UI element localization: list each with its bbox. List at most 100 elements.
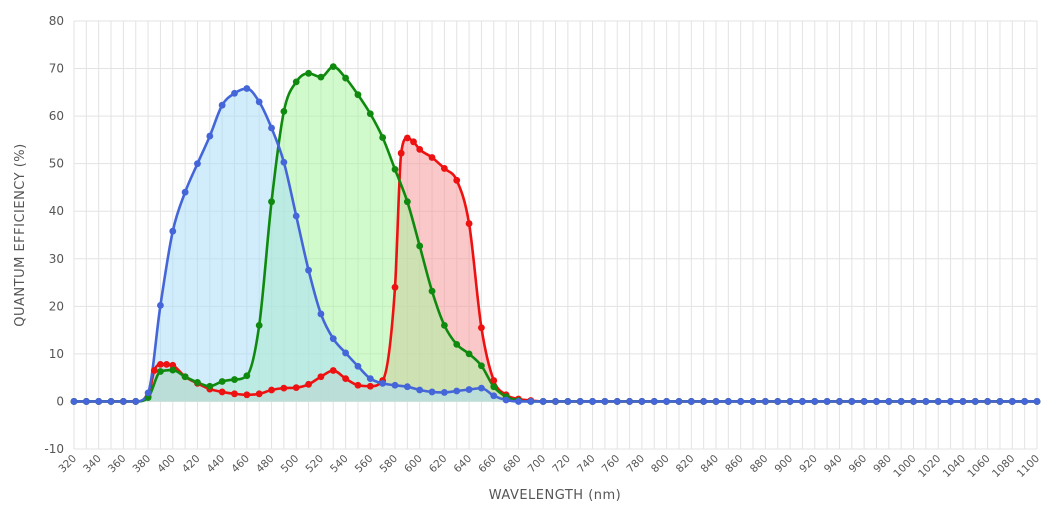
series-3-point[interactable] [416,386,424,394]
series-2-point[interactable] [366,110,374,118]
series-1-point[interactable] [305,380,312,388]
series-3-point[interactable] [440,389,448,396]
series-3-point[interactable] [823,398,831,405]
series-3-point[interactable] [465,386,473,393]
series-3-point[interactable] [675,398,683,405]
series-1-point[interactable] [453,176,461,184]
series-3-point[interactable] [70,398,78,405]
series-3-point[interactable] [650,398,658,405]
series-1-point[interactable] [218,388,226,396]
series-3-point[interactable] [329,335,337,343]
series-3-point[interactable] [1008,398,1016,405]
series-1-point[interactable] [366,382,374,390]
series-3-point[interactable] [663,398,671,405]
series-2-point[interactable] [428,287,436,295]
series-3-point[interactable] [539,398,547,405]
series-2-point[interactable] [403,198,411,206]
series-3-point[interactable] [984,398,992,405]
series-1-point[interactable] [478,324,485,332]
series-2-point[interactable] [268,198,275,206]
series-3-point[interactable] [724,398,732,405]
series-3-point[interactable] [700,398,708,405]
series-2-point[interactable] [144,394,152,402]
series-2-point[interactable] [157,368,164,375]
series-3-point[interactable] [144,389,152,397]
series-2-point[interactable] [181,373,189,381]
series-3-point[interactable] [169,227,177,235]
series-1-point[interactable] [391,283,399,291]
series-3-point[interactable] [292,212,300,220]
series-1-point[interactable] [255,390,263,398]
series-2-point[interactable] [231,376,238,383]
series-3-point[interactable] [119,398,127,405]
series-1-point[interactable] [169,361,177,369]
series-2-point[interactable] [169,366,177,374]
series-3-point[interactable] [379,379,387,387]
series-3-point[interactable] [231,89,238,97]
series-1-point[interactable] [268,386,275,394]
series-3-point[interactable] [873,398,880,405]
series-1-point[interactable] [428,154,436,161]
series-2-point[interactable] [478,362,485,370]
series-3-point[interactable] [428,388,436,396]
series-3-point[interactable] [1021,398,1029,405]
series-3-point[interactable] [996,398,1004,405]
series-1-point[interactable] [317,373,325,381]
series-2-point[interactable] [490,383,498,391]
series-3-point[interactable] [527,398,535,405]
series-3-point[interactable] [1033,398,1041,405]
series-1-point[interactable] [342,375,350,383]
series-2-point[interactable] [292,78,300,86]
series-3-point[interactable] [453,387,461,395]
series-2-point[interactable] [243,372,251,380]
series-1-point[interactable] [231,390,238,398]
series-3-point[interactable] [613,398,621,405]
series-3-point[interactable] [366,375,374,383]
series-2-point[interactable] [342,74,350,82]
series-3-point[interactable] [403,383,411,391]
series-2-point[interactable] [194,379,201,386]
series-2-point[interactable] [453,340,461,348]
series-3-point[interactable] [774,398,782,405]
series-2-point[interactable] [329,63,337,71]
series-1-point[interactable] [397,149,405,157]
series-3-point[interactable] [934,398,942,405]
series-3-point[interactable] [626,398,633,405]
series-3-point[interactable] [552,398,559,405]
series-3-point[interactable] [712,398,720,405]
series-3-point[interactable] [687,398,695,405]
series-3-point[interactable] [761,398,769,405]
series-3-point[interactable] [181,188,189,196]
series-2-point[interactable] [255,321,263,329]
series-3-point[interactable] [749,398,757,405]
series-2-point[interactable] [218,378,226,385]
series-2-point[interactable] [206,382,214,390]
series-1-point[interactable] [403,134,411,142]
series-3-point[interactable] [799,398,806,405]
series-3-point[interactable] [897,398,905,405]
series-3-point[interactable] [971,398,979,405]
series-1-point[interactable] [280,384,288,392]
series-3-point[interactable] [157,301,164,309]
series-3-point[interactable] [515,398,522,405]
series-3-point[interactable] [280,158,288,166]
series-1-point[interactable] [465,220,473,227]
series-3-point[interactable] [354,362,362,370]
series-3-point[interactable] [132,398,140,405]
series-3-point[interactable] [194,160,201,168]
series-3-point[interactable] [737,398,745,405]
series-1-point[interactable] [410,138,417,146]
series-3-point[interactable] [885,398,893,405]
series-3-point[interactable] [848,398,856,405]
series-3-point[interactable] [342,349,350,357]
series-2-point[interactable] [379,134,387,141]
series-3-point[interactable] [391,381,399,389]
series-2-point[interactable] [305,69,312,77]
series-3-point[interactable] [589,398,596,405]
series-1-point[interactable] [150,367,158,374]
series-3-point[interactable] [836,398,843,405]
series-1-point[interactable] [163,360,170,368]
series-3-point[interactable] [317,310,325,318]
series-1-point[interactable] [416,146,424,153]
series-3-point[interactable] [576,398,584,405]
